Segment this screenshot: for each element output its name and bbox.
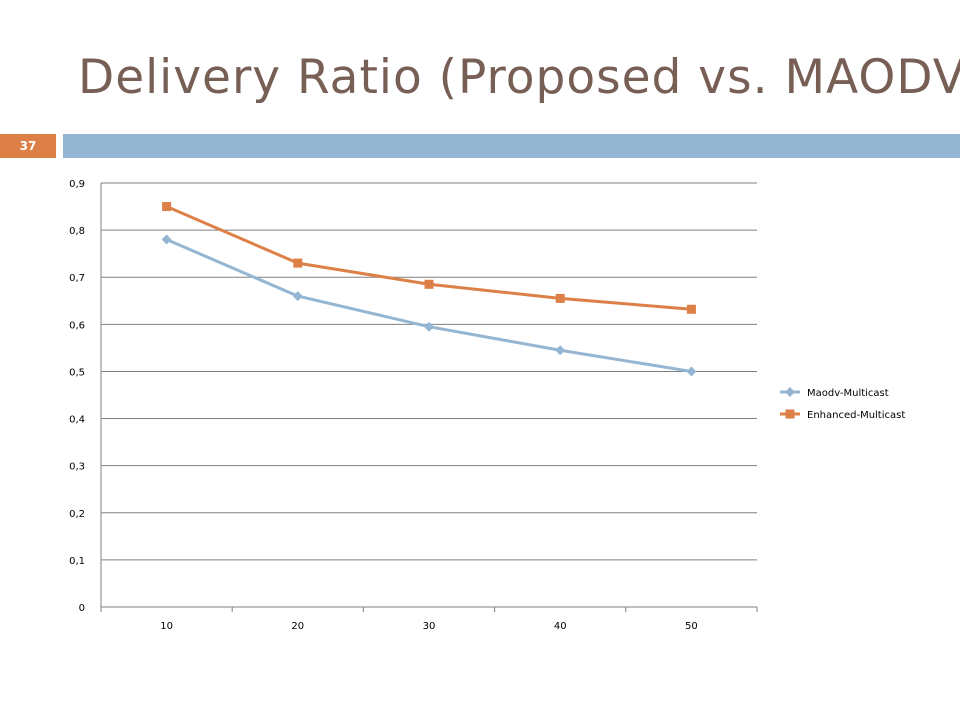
y-tick-label: 0,6: [69, 320, 85, 331]
y-tick-label: 0,8: [69, 226, 85, 237]
x-tick-label: 20: [291, 621, 304, 632]
x-tick-label: 10: [160, 621, 173, 632]
y-axis-tick-labels: 0 0,1 0,2 0,3 0,4 0,5 0,6 0,7 0,8 0,9: [69, 179, 85, 614]
chart-legend: Maodv-Multicast Enhanced-Multicast: [780, 387, 905, 421]
data-point: [161, 234, 172, 245]
y-tick-label: 0,5: [69, 367, 85, 378]
data-point: [686, 366, 697, 377]
data-point: [686, 304, 696, 314]
series-line-maodv: [166, 238, 692, 373]
x-axis-tick-labels: 10 20 30 40 50: [160, 621, 698, 632]
legend-marker: [785, 387, 795, 397]
title-rule: [63, 134, 960, 158]
data-point: [424, 321, 434, 332]
chart-gridlines: [101, 182, 757, 561]
x-tick-label: 40: [554, 621, 567, 632]
y-tick-label: 0,4: [69, 415, 85, 426]
chart-axes: [100, 183, 758, 612]
legend-label: Enhanced-Multicast: [807, 410, 905, 421]
data-point: [555, 345, 566, 356]
y-tick-label: 0,3: [69, 462, 85, 473]
series-line-enhanced: [166, 205, 692, 311]
y-tick-label: 0: [79, 603, 85, 614]
data-point: [292, 291, 303, 302]
data-point: [293, 258, 303, 268]
legend-label: Maodv-Multicast: [807, 388, 889, 399]
legend-marker: [785, 409, 795, 419]
x-tick-label: 30: [423, 621, 436, 632]
y-tick-label: 0,9: [69, 179, 85, 190]
slide-title: Delivery Ratio (Proposed vs. MAODV): [78, 50, 960, 105]
data-point: [424, 279, 434, 289]
data-point: [162, 202, 172, 212]
page-number-badge: 37: [0, 134, 56, 158]
data-point: [555, 293, 565, 303]
y-tick-label: 0,2: [69, 509, 85, 520]
y-tick-label: 0,1: [69, 556, 85, 567]
chart-series: [161, 202, 697, 377]
y-tick-label: 0,7: [69, 273, 85, 284]
x-tick-label: 50: [685, 621, 698, 632]
